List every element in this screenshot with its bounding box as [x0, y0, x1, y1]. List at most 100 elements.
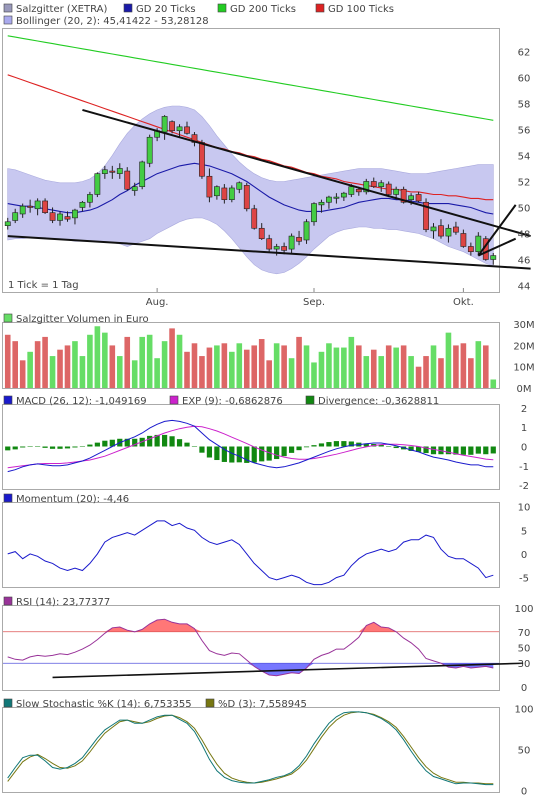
- volume-bar: [266, 360, 272, 388]
- stochastic-y-tick-label: 50: [518, 746, 531, 757]
- volume-bar: [57, 349, 63, 388]
- price-plot: [4, 35, 531, 275]
- macd-legend-label: EXP (9): -0,6862876: [182, 396, 283, 407]
- volume-bar: [385, 345, 392, 388]
- price-legend-label: GD 20 Ticks: [136, 4, 196, 15]
- candle: [355, 188, 362, 193]
- divergence-bar: [206, 446, 213, 458]
- divergence-bar: [296, 446, 302, 451]
- candle: [281, 246, 288, 251]
- divergence-bar: [42, 446, 48, 448]
- momentum-y-tick-label: 10: [518, 503, 531, 514]
- candle: [258, 227, 265, 239]
- volume-bar: [109, 345, 116, 388]
- volume-y-axis: 0M 10M 20M 30M: [513, 320, 534, 395]
- divergence-bar: [363, 443, 369, 447]
- volume-bar: [475, 341, 482, 388]
- volume-bar: [468, 358, 474, 388]
- volume-bar: [482, 345, 489, 388]
- macd-y-axis: -2 -1 0 1 2: [519, 404, 529, 492]
- volume-bar: [79, 356, 86, 388]
- candle: [288, 235, 295, 250]
- volume-bar: [72, 341, 78, 388]
- volume-bar: [161, 341, 168, 388]
- volume-bar: [87, 334, 93, 388]
- divergence-bar: [124, 438, 130, 447]
- candle: [34, 200, 41, 210]
- divergence-bar: [259, 446, 265, 462]
- candle: [236, 182, 243, 190]
- price-y-tick-label: 62: [518, 47, 531, 58]
- divergence-bar: [274, 446, 280, 460]
- candle: [453, 226, 459, 233]
- bollinger-band: [7, 105, 494, 275]
- candle: [184, 126, 190, 134]
- volume-bar: [356, 345, 362, 388]
- volume-bar: [102, 332, 108, 388]
- candle: [318, 201, 325, 206]
- candle: [72, 209, 78, 219]
- price-x-tick-label: Okt.: [453, 297, 474, 308]
- rsi-y-tick-label: 100: [514, 604, 533, 615]
- stochastic-panel-frame: [2, 707, 500, 793]
- momentum-legend: Momentum (20): -4,46: [3, 493, 129, 505]
- macd-panel-frame: [2, 404, 500, 490]
- candle: [385, 183, 392, 195]
- candle: [57, 213, 63, 221]
- divergence-bar: [221, 446, 227, 462]
- volume-bar: [408, 356, 414, 388]
- candle: [161, 116, 168, 133]
- tick-note: 1 Tick = 1 Tag: [8, 280, 79, 291]
- candle: [131, 186, 138, 191]
- volume-bar: [243, 349, 250, 388]
- price-y-tick-label: 56: [518, 125, 531, 136]
- macd-y-tick-label: -2: [519, 481, 529, 492]
- volume-bar: [348, 336, 355, 388]
- divergence-bar: [161, 434, 168, 447]
- stochastic-legend-label: %D (3): 7,558945: [218, 699, 307, 710]
- volume-bar: [139, 336, 145, 388]
- macd-legend-swatch: [3, 395, 13, 405]
- candle: [408, 195, 414, 200]
- macd-y-tick-label: -1: [519, 462, 529, 473]
- candle: [430, 226, 437, 232]
- volume-legend: Salzgitter Volumen in Euro: [3, 313, 149, 325]
- stochastic-legend-swatch: [3, 698, 13, 708]
- rsi-panel-frame: [2, 605, 500, 691]
- divergence-bar: [423, 446, 429, 454]
- price-panel-frame: [2, 28, 500, 293]
- divergence-bar: [303, 446, 310, 448]
- trend-line: [82, 108, 531, 238]
- volume-bar: [333, 347, 340, 388]
- volume-bar: [131, 360, 138, 388]
- divergence-bar: [266, 446, 272, 461]
- divergence-bar: [475, 446, 481, 454]
- divergence-bar: [318, 443, 325, 447]
- price-y-axis: 44 46 48 50 52 54 56 58 60 62: [518, 47, 531, 292]
- candle: [251, 208, 258, 229]
- stochastic-plot: [7, 711, 494, 786]
- candle: [393, 188, 400, 195]
- momentum-y-axis: -5 0 5 10: [518, 503, 531, 585]
- momentum-legend-label: Momentum (20): -4,46: [16, 494, 129, 505]
- bollinger-legend-swatch: [3, 15, 13, 25]
- candle: [169, 121, 175, 132]
- macd-legend-label: Divergence: -0,3628811: [318, 396, 439, 407]
- volume-bar: [251, 345, 258, 388]
- candle: [460, 233, 467, 247]
- volume-bar: [176, 334, 183, 388]
- price-y-tick-label: 58: [518, 99, 531, 110]
- candle: [400, 188, 407, 203]
- divergence-bar: [87, 444, 93, 447]
- volume-bar: [370, 349, 377, 388]
- divergence-bar: [430, 446, 437, 455]
- volume-bar: [296, 336, 302, 388]
- volume-bar: [12, 341, 19, 388]
- divergence-bar: [229, 446, 235, 463]
- candle: [348, 186, 355, 195]
- price-y-tick-label: 50: [518, 203, 531, 214]
- candle: [415, 194, 422, 202]
- divergence-bar: [378, 444, 384, 447]
- volume-bar: [460, 343, 467, 388]
- bollinger-legend-label: Bollinger (20, 2): 45,41422 - 53,28128: [16, 16, 209, 27]
